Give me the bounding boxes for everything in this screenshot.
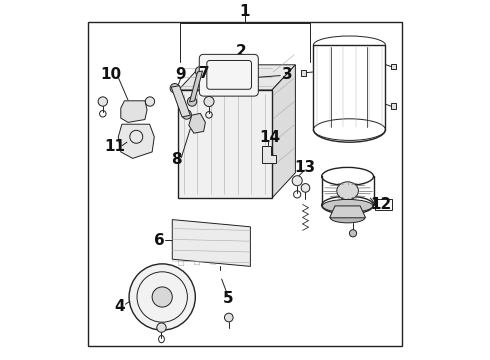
Text: 5: 5 [222,291,233,306]
Ellipse shape [170,84,179,93]
Bar [375,199,392,210]
Ellipse shape [98,97,107,106]
Ellipse shape [129,264,196,330]
Polygon shape [262,146,275,163]
Polygon shape [190,71,202,102]
Polygon shape [189,113,205,133]
Text: 14: 14 [259,130,280,145]
Polygon shape [118,124,154,158]
Ellipse shape [292,176,302,186]
Text: 8: 8 [172,152,182,167]
Ellipse shape [157,323,166,332]
Ellipse shape [330,213,365,223]
Polygon shape [272,65,295,198]
Ellipse shape [145,97,155,106]
Text: 4: 4 [114,299,125,314]
Ellipse shape [187,97,197,106]
Text: 3: 3 [282,67,293,82]
Text: 11: 11 [104,139,125,154]
Bar [391,64,396,69]
Ellipse shape [204,96,214,107]
Ellipse shape [337,182,358,200]
Bar [301,70,306,76]
Polygon shape [330,206,366,218]
Text: 2: 2 [236,44,247,59]
Text: 12: 12 [370,197,392,212]
Ellipse shape [122,102,142,118]
Ellipse shape [301,184,310,192]
Polygon shape [178,65,295,90]
Ellipse shape [196,67,205,76]
Polygon shape [171,86,190,117]
Ellipse shape [224,313,233,322]
FancyBboxPatch shape [199,54,258,96]
Text: 10: 10 [100,67,122,82]
Ellipse shape [191,116,204,130]
Text: 1: 1 [240,4,250,19]
Bar [391,103,396,109]
Text: 6: 6 [154,233,165,248]
Ellipse shape [349,230,357,237]
Polygon shape [172,220,250,266]
Polygon shape [121,101,147,122]
Ellipse shape [322,199,373,212]
Ellipse shape [152,287,172,307]
Text: 13: 13 [294,160,315,175]
Text: 7: 7 [199,66,210,81]
Bar [88,22,402,346]
Ellipse shape [182,110,192,119]
Bar [178,90,272,198]
Text: 9: 9 [175,67,186,82]
